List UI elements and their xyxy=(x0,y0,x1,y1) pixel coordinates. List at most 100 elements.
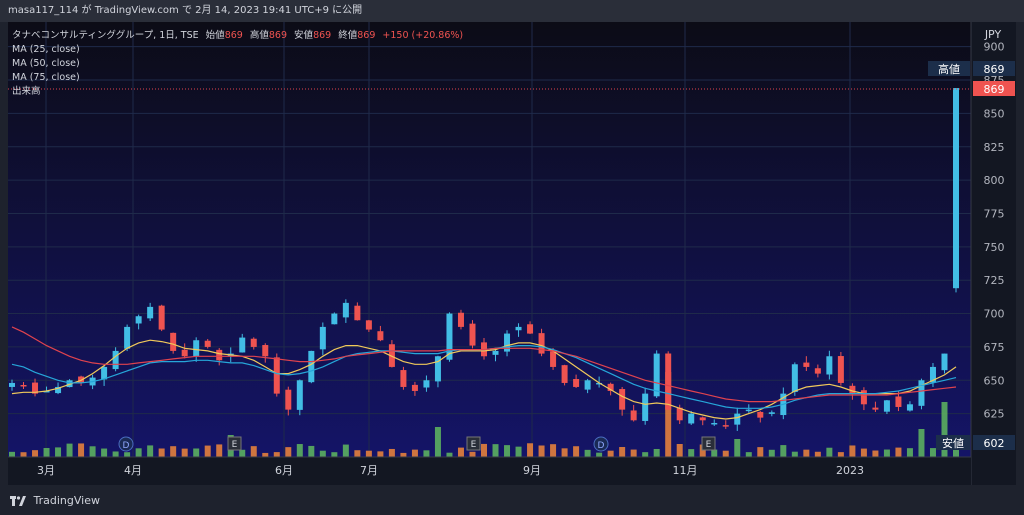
event-marker[interactable] xyxy=(701,436,716,451)
volume-bar xyxy=(147,445,154,457)
candle-body xyxy=(596,382,603,385)
volume-bar xyxy=(895,447,902,457)
candle-body xyxy=(331,313,338,325)
candle-body xyxy=(285,389,292,410)
volume-bar xyxy=(872,450,879,457)
candle-body xyxy=(273,357,280,394)
volume-bar xyxy=(722,450,729,457)
candle-body xyxy=(895,396,902,407)
volume-bar xyxy=(411,449,418,457)
volume-bar xyxy=(768,449,775,457)
time-label: 6月 xyxy=(275,464,293,477)
volume-bar xyxy=(619,447,626,457)
chart-area[interactable]: タナベコンサルティンググループ, 1日, TSE 始値869 高値869 安値8… xyxy=(8,22,1016,485)
time-axis[interactable] xyxy=(8,457,971,485)
candle-body xyxy=(504,333,511,352)
time-label: 4月 xyxy=(124,464,142,477)
legend-volume: 出来高 xyxy=(12,85,41,97)
ma25-line xyxy=(11,339,957,420)
volume-bar xyxy=(66,443,73,457)
event-marker[interactable] xyxy=(466,436,481,451)
event-markers[interactable]: D E E D E xyxy=(118,436,716,452)
volume-bar xyxy=(688,449,695,457)
candle-body xyxy=(43,390,50,393)
volume-bar xyxy=(883,449,890,457)
candle-body xyxy=(365,320,372,330)
svg-text:E: E xyxy=(232,440,238,450)
volume-bar xyxy=(216,444,223,457)
volume-bar xyxy=(584,449,591,457)
event-marker[interactable] xyxy=(227,436,242,451)
event-marker[interactable] xyxy=(593,436,609,452)
svg-text:D: D xyxy=(123,441,130,451)
time-label: 11月 xyxy=(673,464,698,477)
volume-bar xyxy=(860,448,867,457)
time-labels: 3月 4月 6月 7月 9月 11月 2023 xyxy=(37,464,864,477)
volume-bar xyxy=(630,449,637,457)
legend-ma25: MA (25, close) xyxy=(12,44,80,55)
tradingview-logo-icon xyxy=(10,496,26,506)
candle-body xyxy=(135,316,142,324)
candle-body xyxy=(377,331,384,341)
candle-body xyxy=(711,422,718,425)
candle-body xyxy=(20,384,27,387)
time-label: 3月 xyxy=(37,464,55,477)
event-marker[interactable] xyxy=(118,436,134,452)
volume-bar xyxy=(745,452,752,457)
candle-body xyxy=(734,413,741,425)
high-label: 高値 xyxy=(938,62,960,76)
volume-bar xyxy=(101,448,108,457)
volume-bar xyxy=(527,443,534,457)
low-value: 602 xyxy=(984,437,1005,450)
publish-bar: masa117_114 が TradingView.com で 2月 14, 2… xyxy=(0,0,1024,22)
volume-bar xyxy=(262,452,269,457)
svg-text:D: D xyxy=(598,441,605,451)
price-axis[interactable] xyxy=(971,22,1016,485)
candle-body xyxy=(342,302,349,318)
candle-body xyxy=(296,380,303,410)
volume-bar xyxy=(929,448,936,457)
volume-bar xyxy=(78,443,85,457)
candle-body xyxy=(354,305,361,321)
candle-body xyxy=(32,382,39,394)
volume-bar xyxy=(434,427,441,457)
candle-body xyxy=(423,380,430,388)
volume-bar xyxy=(124,452,131,457)
brand-name: TradingView xyxy=(33,494,100,507)
candle-body xyxy=(55,386,62,394)
volume-bar xyxy=(181,448,188,457)
candle-body xyxy=(550,351,557,367)
candle-body xyxy=(653,353,660,397)
time-label: 2023 xyxy=(836,464,864,477)
legend: タナベコンサルティンググループ, 1日, TSE 始値869 高値869 安値8… xyxy=(12,29,463,97)
legend-low-label: 安値 xyxy=(294,29,314,41)
volume-bar xyxy=(481,443,487,457)
volume-bar xyxy=(803,449,810,457)
volume-bar xyxy=(43,448,50,457)
candle-body xyxy=(250,338,257,347)
volume-bar xyxy=(319,450,326,457)
volume-bar xyxy=(676,443,683,457)
svg-text:タナベコンサルティンググループ, 1日, TSE: タナベコンサルティンググループ, 1日, TSE 始値869 高値869 安値8… xyxy=(12,29,463,41)
candle-body xyxy=(193,340,200,357)
volume-bar xyxy=(515,446,522,457)
candle-body xyxy=(607,383,614,391)
candle-body xyxy=(849,385,856,394)
footer: TradingView xyxy=(0,487,1024,515)
candle-body xyxy=(457,312,464,327)
volume-bar xyxy=(837,452,844,457)
volume-bar xyxy=(538,445,545,457)
price-tick-label: 725 xyxy=(984,274,1005,287)
legend-open-value: 869 xyxy=(225,30,243,41)
volume-bar xyxy=(849,445,856,457)
legend-ma50: MA (50, close) xyxy=(12,58,80,69)
svg-text:E: E xyxy=(706,440,712,450)
price-chart[interactable]: タナベコンサルティンググループ, 1日, TSE 始値869 高値869 安値8… xyxy=(8,22,1016,485)
price-tick-label: 850 xyxy=(984,107,1005,120)
volume-bar xyxy=(653,448,660,457)
moving-averages xyxy=(11,326,957,420)
candle-body xyxy=(216,349,223,361)
volume-bar xyxy=(423,450,430,457)
volume-bar xyxy=(814,451,821,457)
legend-title: タナベコンサルティンググループ, 1日, TSE xyxy=(12,29,199,41)
